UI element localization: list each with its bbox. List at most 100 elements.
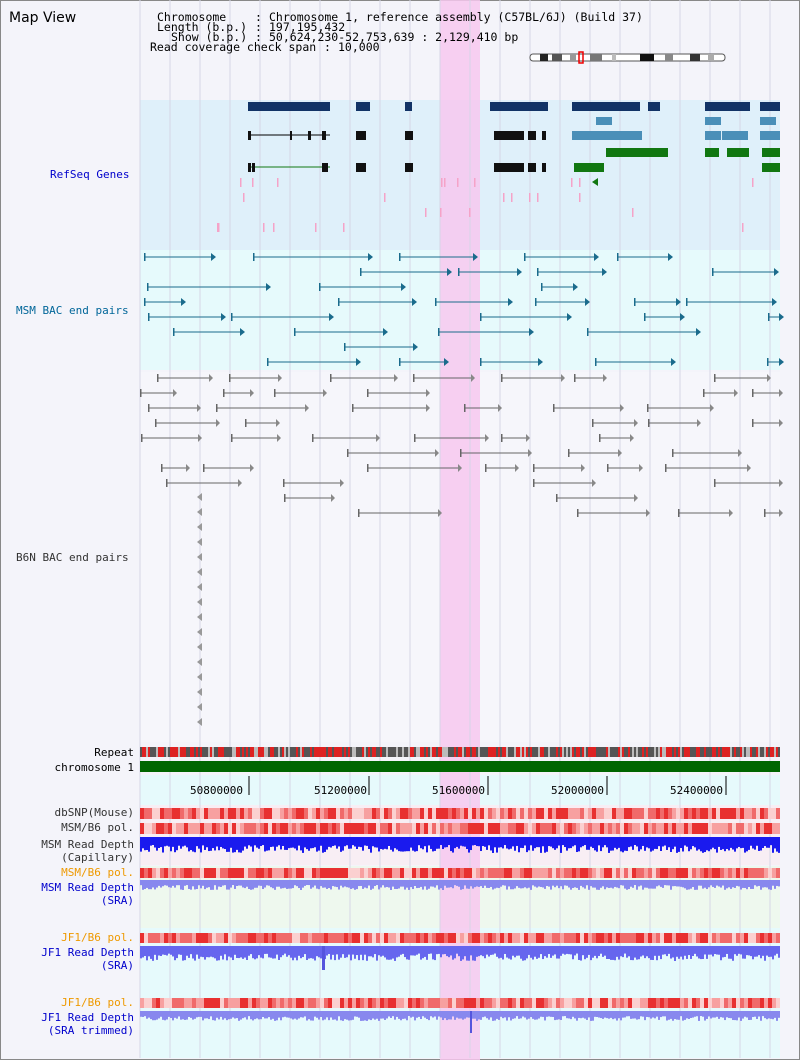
dbsnp-heat [760,808,764,819]
msm-sra-depth [142,880,144,890]
b6n-bac-end [426,404,430,412]
msm-pol-heat [460,823,464,834]
jf1-trimmed-depth [646,1011,648,1017]
jf1-pol-heat [272,998,276,1008]
repeat-bar [316,747,318,757]
msm-capillary-depth [212,837,214,849]
jf1-pol-heat [560,933,564,943]
dbsnp-heat [704,808,708,819]
jf1-trimmed-depth [356,1011,358,1017]
msm-pol-heat [708,823,712,834]
track-label-refseq[interactable]: RefSeq Genes [50,168,130,181]
b6n-bac-end [197,643,202,651]
msm-capillary-depth [490,837,492,851]
msm-sra-depth [358,880,360,887]
repeat-bar [224,747,226,757]
msm-capillary-depth [574,837,576,846]
b6n-bac-end [197,703,202,711]
jf1-trimmed-depth [424,1011,426,1018]
jf1-sra-depth [514,946,516,958]
jf1-sra-depth [548,946,550,955]
jf1-pol-heat [568,998,572,1008]
msm-pol-heat [192,868,196,878]
jf1-pol-heat [228,998,232,1008]
msm-pol-heat [632,823,636,834]
msm-sra-depth [768,880,770,890]
msm-pol-heat [652,868,656,878]
msm-sra-depth [510,880,512,890]
jf1-pol-heat [480,933,484,943]
refseq-pink-mark [425,208,427,217]
msm-sra-depth [186,880,188,886]
jf1-trimmed-depth [760,1011,762,1021]
jf1-sra-depth [600,946,602,954]
msm-bac-end [383,328,388,336]
dbsnp-heat [232,808,236,819]
msm-capillary-depth [348,837,350,849]
refseq-pink-mark [469,208,471,217]
msm-pol-heat [400,823,404,834]
msm-sra-depth [488,880,490,888]
jf1-trimmed-depth [292,1011,294,1020]
b6n-bac-end [245,419,247,427]
track-label-msm-bac[interactable]: MSM BAC end pairs [16,304,129,317]
refseq-gene [722,131,748,140]
jf1-trimmed-depth [546,1011,548,1017]
dbsnp-heat [708,808,712,819]
repeat-bar [534,747,536,757]
dbsnp-heat [660,808,664,819]
repeat-bar [170,747,172,757]
jf1-pol-heat [616,998,620,1008]
jf1-sra-depth [750,946,752,957]
msm-sra-depth [238,880,240,886]
msm-capillary-depth [446,837,448,848]
jf1-trimmed-depth [418,1011,420,1017]
repeat-bar [550,747,552,757]
msm-sra-depth [684,880,686,889]
jf1-trimmed-depth [228,1011,230,1020]
dbsnp-heat [272,808,276,819]
msm-capillary-depth [552,837,554,849]
msm-sra-depth [428,880,430,889]
msm-sra-depth [250,880,252,890]
dbsnp-heat [676,808,680,819]
msm-capillary-depth [280,837,282,850]
track-label-b6n-bac[interactable]: B6N BAC end pairs [16,551,129,564]
jf1-trimmed-depth [440,1011,442,1018]
jf1-sra-depth [364,946,366,955]
msm-pol-heat [516,868,520,878]
dbsnp-heat [360,808,364,819]
msm-bac-end [144,253,146,261]
msm-pol-heat [424,823,428,834]
jf1-sra-depth [368,946,370,957]
jf1-pol-heat [776,998,780,1008]
msm-pol-heat [744,823,748,834]
jf1-pol-heat [292,933,296,943]
jf1-trimmed-depth [480,1011,482,1020]
jf1-sra-depth [738,946,740,954]
jf1-pol-heat [548,998,552,1008]
msm-sra-depth [754,880,756,886]
msm-capillary-depth [176,837,178,851]
msm-sra-depth [502,880,504,886]
b6n-bac-end [238,479,242,487]
jf1-sra-depth [376,946,378,961]
jf1-pol-heat [336,933,340,943]
msm-sra-depth [512,880,514,890]
jf1-trimmed-depth [612,1011,614,1020]
jf1-trimmed-depth [588,1011,590,1018]
msm-sra-depth [404,880,406,890]
jf1-pol-heat [200,933,204,943]
msm-sra-depth [276,880,278,887]
repeat-bar [694,747,696,757]
msm-sra-depth [204,880,206,890]
msm-pol-heat [368,868,372,878]
repeat-bar [448,747,450,757]
dbsnp-heat [768,808,772,819]
length-value: 197,195,432 [269,20,346,34]
jf1-trimmed-depth [192,1011,194,1020]
jf1-sra-depth [174,946,176,961]
jf1-trimmed-depth [734,1011,736,1021]
msm-sra-depth [266,880,268,886]
